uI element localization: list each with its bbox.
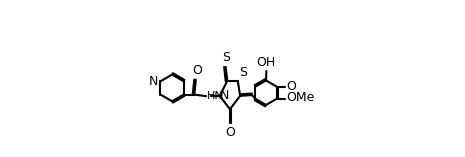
Text: O: O (192, 64, 202, 77)
Text: OH: OH (257, 56, 276, 69)
Text: N: N (149, 75, 159, 88)
Text: N: N (220, 89, 230, 102)
Text: O: O (286, 80, 296, 93)
Text: OMe: OMe (286, 91, 314, 104)
Text: S: S (239, 66, 247, 78)
Text: HN: HN (206, 91, 223, 101)
Text: S: S (222, 51, 230, 64)
Text: O: O (225, 126, 235, 139)
